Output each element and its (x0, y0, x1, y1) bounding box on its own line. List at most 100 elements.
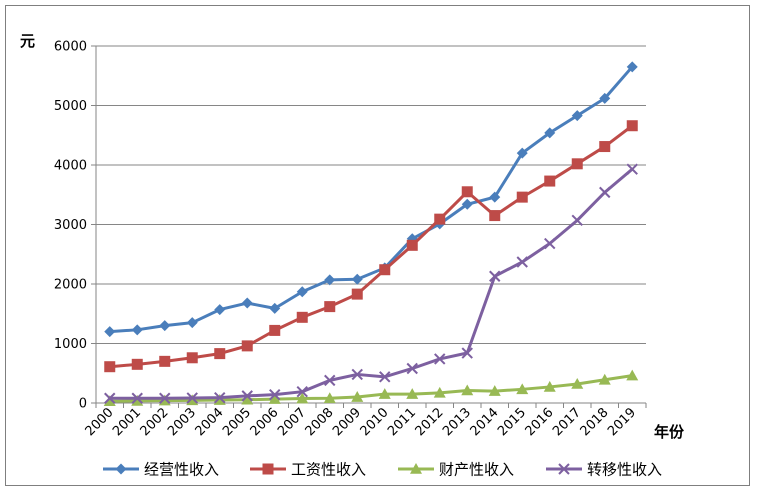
data-point (434, 213, 446, 225)
x-tick-label: 2007 (275, 405, 309, 439)
data-point (324, 301, 336, 313)
data-point (461, 198, 473, 210)
data-point (379, 264, 391, 276)
data-point (131, 394, 144, 406)
legend-item: 转移性收入 (546, 461, 662, 479)
data-point (379, 371, 391, 383)
legend-item: 工资性收入 (250, 461, 366, 479)
x-tick-label: 2016 (523, 405, 557, 439)
data-point (489, 210, 501, 222)
data-point-stroke (131, 392, 143, 404)
data-point-stroke (241, 390, 253, 402)
y-tick-label: 4000 (54, 159, 87, 174)
x-tick-label: 2009 (330, 405, 364, 439)
data-point (516, 383, 529, 395)
legend-item: 经营性收入 (103, 461, 219, 479)
data-point-stroke (434, 353, 446, 365)
data-point (104, 326, 116, 338)
data-point (406, 239, 418, 251)
data-point (351, 391, 364, 402)
y-tick-label: 0 (79, 397, 87, 412)
data-point (131, 324, 143, 336)
series-line (109, 168, 634, 400)
data-point-stroke (571, 214, 583, 227)
legend-label: 工资性收入 (291, 461, 366, 479)
data-point (461, 186, 473, 198)
x-tick-label: 2013 (440, 405, 474, 439)
data-point-stroke (159, 392, 171, 404)
y-tick-label: 3000 (54, 218, 87, 233)
data-point-stroke (489, 270, 501, 282)
data-point-stroke (351, 368, 363, 381)
data-point (544, 127, 556, 139)
data-point (159, 320, 171, 332)
gridlines (96, 45, 646, 344)
series-3 (103, 369, 639, 407)
data-point (241, 340, 253, 352)
y-tick-label: 6000 (54, 40, 87, 55)
data-point (103, 395, 116, 407)
data-point (324, 374, 336, 387)
data-point (351, 368, 363, 381)
data-point (516, 147, 528, 159)
data-point-stroke (599, 186, 611, 199)
data-point (516, 256, 528, 268)
data-point (544, 175, 556, 187)
data-point (571, 214, 583, 227)
series-1 (104, 61, 638, 338)
data-point (461, 347, 473, 359)
data-point (571, 158, 583, 170)
data-point (115, 463, 127, 475)
x-tick-label: 2005 (220, 405, 254, 439)
series-line (109, 124, 634, 369)
data-point (489, 270, 501, 282)
data-point (571, 377, 584, 389)
data-point (241, 393, 254, 405)
data-point (213, 394, 226, 405)
data-point (241, 297, 253, 309)
data-point-stroke (269, 388, 281, 401)
data-point-stroke (626, 163, 638, 175)
data-point (159, 392, 171, 404)
x-tick-label: 2018 (578, 405, 612, 439)
legend-label: 转移性收入 (587, 461, 662, 479)
data-point (351, 288, 363, 300)
x-tick-label: 2015 (495, 405, 529, 439)
data-point (262, 463, 274, 475)
y-tick-labels: 0 1000 2000 3000 4000 5000 6000 (54, 40, 87, 412)
data-point-stroke (104, 392, 116, 404)
data-point (296, 392, 309, 404)
x-tick-label: 2000 (83, 405, 117, 439)
data-point (544, 237, 556, 250)
data-point (131, 358, 143, 370)
legend-label: 财产性收入 (439, 461, 514, 479)
data-point (488, 385, 501, 396)
data-point-stroke (214, 391, 226, 404)
x-tick-labels: 2000200120022003200420052006200720082009… (83, 405, 640, 439)
data-point (269, 324, 281, 336)
data-point (543, 380, 556, 392)
axes (91, 45, 647, 408)
data-point (626, 61, 638, 73)
y-tick-label: 5000 (54, 99, 87, 114)
x-tick-label: 2017 (550, 405, 584, 439)
y-axis-label: 元 (20, 32, 35, 50)
data-point (214, 304, 226, 316)
data-point-stroke (544, 237, 556, 250)
data-point (406, 362, 418, 375)
data-point-stroke (461, 347, 473, 359)
legend-label: 经营性收入 (144, 461, 219, 479)
data-point (599, 186, 611, 199)
data-point (104, 392, 116, 404)
data-point (269, 302, 281, 314)
data-point (516, 191, 528, 203)
data-point (626, 120, 638, 132)
series-line (109, 374, 633, 403)
data-point (269, 388, 281, 401)
data-point (104, 361, 116, 373)
data-point-stroke (296, 385, 308, 398)
data-point (241, 390, 253, 402)
data-point (410, 463, 422, 474)
data-point (214, 348, 226, 360)
